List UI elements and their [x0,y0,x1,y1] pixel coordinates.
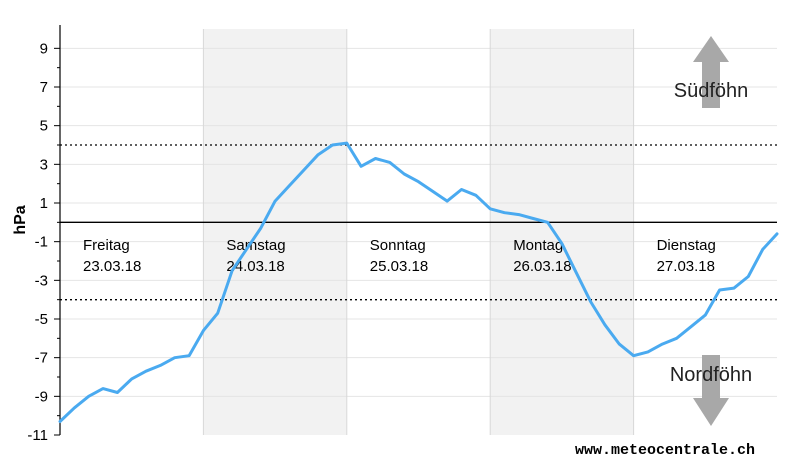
data-point [402,172,406,176]
day-name-label: Dienstag [657,237,716,254]
data-point [273,199,277,203]
data-point [661,342,664,346]
data-point [216,312,219,315]
y-tick-label: -1 [35,234,48,251]
zones: Südföhn Nordföhn [670,36,752,426]
data-point [460,188,463,191]
data-point [704,313,707,317]
data-point [732,286,736,290]
day-name-label: Freitag [83,237,130,254]
data-point [718,288,721,292]
y-tick-label: -11 [27,427,48,444]
data-point [603,323,607,326]
data-point [517,213,521,216]
day-band [60,29,204,435]
data-point [187,354,191,357]
data-point [173,356,176,359]
data-point [259,226,262,230]
labels: Freitag 23.03.18 Samstag 24.03.18 Sonntag 25.… [83,237,716,275]
zone-lower-label: Nordföhn [670,364,752,386]
day-date-label: 27.03.18 [657,258,715,275]
day-date-label: 25.03.18 [370,258,428,275]
data-point [646,350,650,354]
data-point [761,248,764,251]
data-point [87,395,90,398]
y-tick-label: -9 [35,388,48,405]
data-point [503,211,506,214]
data-point [73,406,76,410]
data-point [775,232,779,236]
data-point [58,420,62,423]
data-point [575,271,578,274]
data-point [747,275,750,278]
data-point [144,370,148,373]
data-point [388,161,392,164]
credit-text: www.meteocentrale.ch [575,442,755,459]
y-tick-label: -7 [35,350,48,367]
data-point [202,329,205,332]
day-name-label: Montag [513,237,563,254]
data-point [431,190,435,193]
day-date-label: 24.03.18 [226,258,284,275]
data-point [316,153,320,156]
data-point [101,387,105,390]
y-tick-label: -3 [35,272,48,289]
data-point [359,165,363,168]
data-point [130,377,133,381]
data-point [345,141,348,145]
data-point [445,199,449,203]
y-tick-label: 5 [40,118,48,135]
down-arrow-icon [693,355,729,426]
day-date-label: 26.03.18 [513,258,571,275]
data-point [689,325,693,328]
data-point [331,143,334,147]
data-point [489,207,492,210]
data-point [474,194,478,197]
day-band [490,29,634,435]
day-band [203,29,347,435]
data-point [417,180,420,183]
data-point [302,168,305,172]
data-point [560,242,564,245]
series [58,141,779,423]
up-arrow-icon [693,36,729,108]
data-point [245,248,248,251]
data-point [546,221,549,224]
data-point [288,184,291,187]
zone-upper-label: Südföhn [674,80,749,102]
data-point [532,217,535,220]
y-tick-label: -5 [35,311,48,328]
data-point [632,354,635,357]
day-date-label: 23.03.18 [83,258,141,275]
y-axis-label: hPa [12,205,29,234]
y-tick-label: 7 [40,79,48,96]
y-tick-label: 1 [40,195,48,212]
data-point [618,342,621,346]
day-name-label: Samstag [226,237,285,254]
grid [60,29,777,435]
y-tick-label: 9 [40,40,48,57]
axes: 9 7 5 3 1 -1 -3 -5 -7 -9 -11 [27,25,777,444]
data-point [230,269,234,272]
y-tick-label: 3 [40,156,48,173]
data-point [116,391,119,394]
data-point [589,300,592,303]
data-point [675,337,678,340]
data-point [374,157,377,160]
data-point [159,364,162,367]
day-band [346,29,491,435]
day-name-label: Sonntag [370,237,426,254]
